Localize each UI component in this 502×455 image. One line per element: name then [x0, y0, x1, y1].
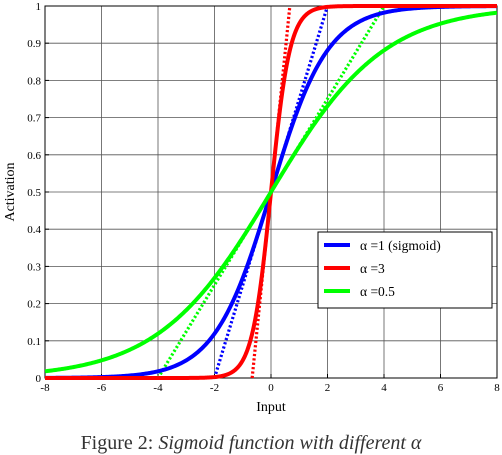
y-tick-label: 0.8: [27, 75, 41, 87]
y-tick-label: 0.4: [27, 224, 41, 236]
x-tick-label: 2: [325, 382, 331, 394]
legend-label: α =0.5: [360, 284, 395, 299]
y-tick-label: 1: [36, 1, 42, 13]
series-lines: [45, 4, 497, 380]
x-tick-label: 8: [494, 382, 500, 394]
y-tick-label: 0.7: [27, 113, 41, 125]
legend-label: α =3: [360, 261, 385, 276]
legend-label: α =1 (sigmoid): [360, 238, 441, 253]
x-tick-label: 6: [438, 382, 444, 394]
caption-prefix: Figure 2:: [80, 432, 159, 454]
x-tick-label: 4: [381, 382, 387, 394]
y-tick-label: 0.9: [27, 38, 41, 50]
series-line: [45, 10, 497, 374]
caption-body: Sigmoid function with different α: [158, 432, 422, 454]
y-tick-label: 0.5: [27, 187, 41, 199]
plot-area: [45, 4, 497, 380]
y-tick-label: 0.1: [27, 336, 41, 348]
x-tick-label: -2: [210, 382, 219, 394]
y-tick-label: 0.6: [27, 150, 41, 162]
x-tick-label: -8: [40, 382, 50, 394]
figure-caption: Figure 2: Sigmoid function with differen…: [0, 432, 502, 455]
legend: α =1 (sigmoid) α =3 α =0.5: [317, 231, 493, 309]
y-tick-label: 0: [36, 373, 42, 385]
x-tick-label: -6: [97, 382, 107, 394]
y-axis-label: Activation: [3, 162, 18, 221]
x-tick-label: 0: [268, 382, 274, 394]
y-tick-label: 0.2: [27, 299, 41, 311]
x-axis-label: Input: [256, 400, 286, 415]
x-tick-label: -4: [153, 382, 163, 394]
y-tick-label: 0.3: [27, 261, 41, 273]
tick-labels: -8 -6 -4 -2 0 2 4 6 8 0 0.1 0.2 0.3 0.4 0.5 0.6 0.7 0.8 0.…: [27, 1, 500, 394]
